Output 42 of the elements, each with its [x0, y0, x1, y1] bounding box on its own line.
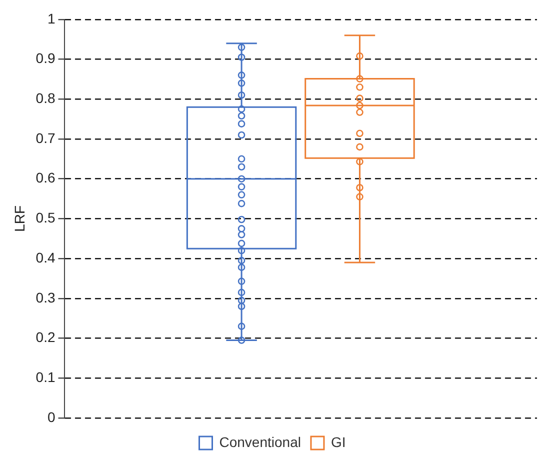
point	[238, 155, 246, 163]
point	[238, 240, 246, 248]
point	[238, 163, 246, 171]
point	[238, 131, 246, 139]
y-tick-label: 0	[47, 408, 56, 425]
y-tick-label: 1	[47, 10, 56, 26]
y-tick-label: 0.1	[36, 369, 56, 385]
point	[238, 230, 246, 238]
y-tick-label: 0.4	[36, 249, 56, 266]
y-tick-label: 0.3	[36, 289, 56, 306]
point	[238, 302, 246, 310]
point	[238, 288, 246, 296]
point	[238, 44, 246, 51]
y-axis-title: LRF	[11, 205, 28, 232]
point	[238, 120, 246, 128]
y-tick-label: 0.7	[36, 130, 56, 146]
y-tick-label: 0.8	[36, 90, 56, 106]
point	[238, 336, 246, 344]
point	[238, 54, 246, 61]
point	[238, 200, 246, 208]
y-tick-label: 0.5	[36, 210, 56, 226]
point	[238, 278, 246, 285]
y-tick-label: 0.6	[36, 170, 56, 186]
point	[238, 216, 246, 224]
point	[238, 72, 246, 79]
point	[238, 191, 246, 198]
y-tick-label: 0.9	[36, 50, 56, 66]
point	[238, 296, 246, 304]
point	[238, 112, 246, 120]
y-tick-label: 0.2	[36, 329, 56, 346]
point	[238, 91, 246, 99]
point	[238, 256, 246, 264]
point	[238, 246, 246, 254]
point	[238, 80, 246, 87]
point	[238, 183, 246, 190]
point	[238, 105, 246, 113]
legend-label: Conventional	[219, 434, 301, 450]
point	[238, 322, 246, 330]
legend-label: GI	[330, 434, 346, 450]
point	[238, 225, 246, 232]
point	[238, 175, 246, 182]
point	[238, 264, 246, 271]
